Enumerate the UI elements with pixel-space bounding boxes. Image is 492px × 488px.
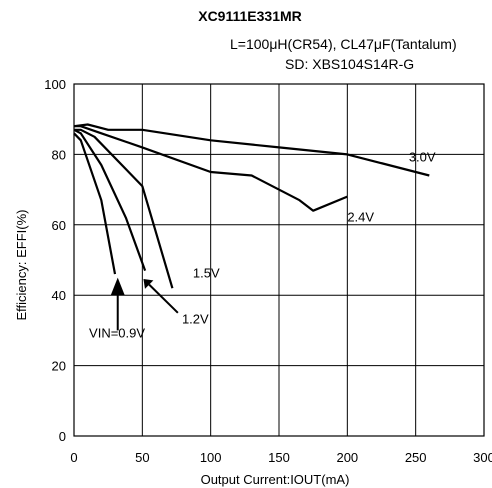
arrow-head-1-2v [143,279,154,289]
x-tick-label: 250 [405,450,427,465]
tick-labels: 0 50 100 150 200 250 300 0 20 40 60 80 100 [44,77,492,465]
series-lines [73,123,430,289]
series-line-vin-0-9v [73,132,117,275]
x-tick-label: 300 [473,450,492,465]
y-tick-label: 60 [52,218,66,233]
series-line-1-2v [73,128,147,271]
grid-lines [73,83,485,437]
y-tick-label: 80 [52,147,66,162]
series-line-1-5v [74,128,174,289]
series-annotation: VIN=0.9V [89,325,145,340]
series-line-2-4v [74,125,348,212]
x-tick-label: 0 [70,450,77,465]
series-annotation: 1.5V [193,266,220,281]
x-tick-label: 50 [135,450,149,465]
y-tick-label: 100 [44,77,66,92]
y-tick-label: 0 [59,429,66,444]
x-tick-label: 150 [268,450,290,465]
y-tick-label: 20 [52,359,66,374]
series-annotation: 2.4V [347,209,374,224]
chart-subtitle-line1: L=100μH(CR54), CL47μF(Tantalum) [230,36,457,52]
x-tick-label: 200 [336,450,358,465]
x-tick-label: 100 [200,450,222,465]
chart-subtitle-line2: SD: XBS104S14R-G [285,56,415,72]
series-annotation: 1.2V [182,311,209,326]
arrow-shaft-1-2v [148,283,179,314]
series-line-3-0v [73,123,430,177]
plot-frame [73,83,485,437]
series-annotation: 3.0V [409,149,436,164]
arrow-head-0-9v [110,277,125,296]
annotations: 3.0V 2.4V 1.5V 1.2V VIN=0.9V [89,149,436,340]
x-axis-label: Output Current:IOUT(mA) [201,472,350,487]
chart-title: XC9111E331MR [198,8,302,24]
y-tick-label: 40 [52,288,66,303]
y-axis-label: Efficiency: EFFI(%) [14,209,29,320]
